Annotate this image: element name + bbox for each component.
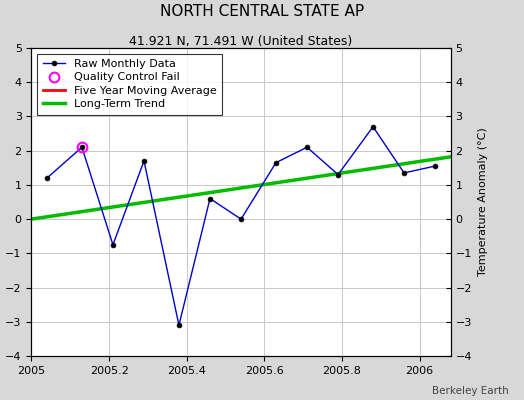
Raw Monthly Data (335, 172, 341, 177)
Raw Monthly Data (110, 242, 116, 247)
Text: NORTH CENTRAL STATE AP: NORTH CENTRAL STATE AP (160, 4, 364, 19)
Raw Monthly Data (207, 196, 213, 201)
Raw Monthly Data (79, 145, 85, 150)
Text: Berkeley Earth: Berkeley Earth (432, 386, 508, 396)
Raw Monthly Data (432, 164, 438, 168)
Raw Monthly Data (401, 170, 407, 175)
Raw Monthly Data (304, 145, 310, 150)
Raw Monthly Data (238, 217, 244, 222)
Raw Monthly Data (273, 160, 279, 165)
Line: Raw Monthly Data: Raw Monthly Data (45, 124, 438, 328)
Y-axis label: Temperature Anomaly (°C): Temperature Anomaly (°C) (477, 128, 487, 276)
Title: 41.921 N, 71.491 W (United States): 41.921 N, 71.491 W (United States) (129, 35, 353, 48)
Raw Monthly Data (176, 323, 182, 328)
Raw Monthly Data (370, 124, 376, 129)
Legend: Raw Monthly Data, Quality Control Fail, Five Year Moving Average, Long-Term Tren: Raw Monthly Data, Quality Control Fail, … (37, 54, 222, 115)
Raw Monthly Data (141, 158, 147, 163)
Raw Monthly Data (44, 176, 50, 180)
